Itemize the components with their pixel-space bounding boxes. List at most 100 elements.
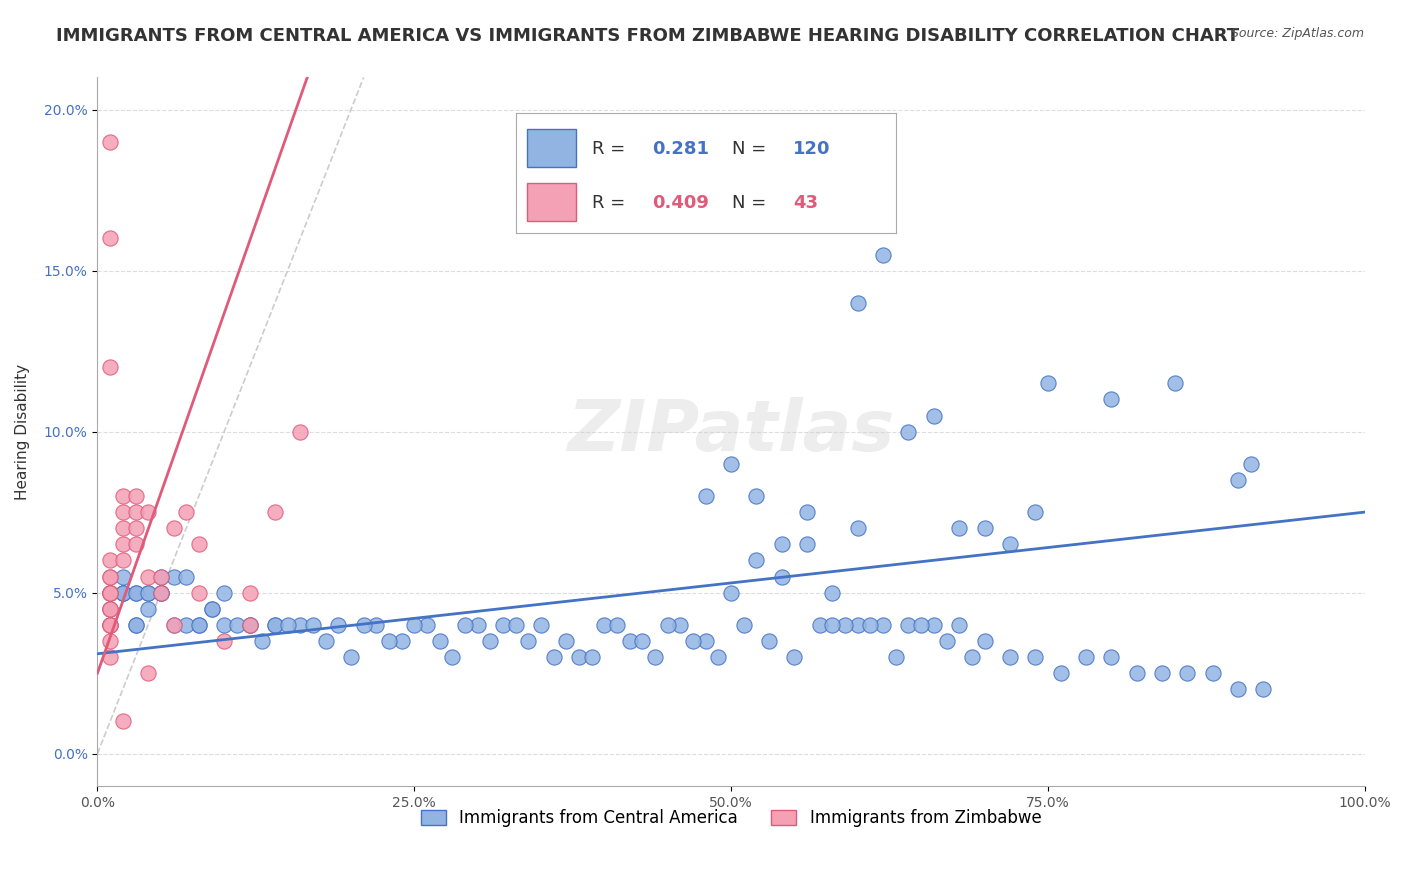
Point: [111, 489, 134, 503]
Point: [98, 135, 121, 149]
Point: [998, 650, 1021, 665]
Point: [695, 489, 717, 503]
Point: [960, 650, 983, 665]
Point: [200, 601, 222, 615]
Point: [821, 617, 844, 632]
Point: [238, 617, 260, 632]
Point: [162, 617, 184, 632]
Point: [124, 537, 146, 551]
Point: [124, 521, 146, 535]
Point: [479, 633, 502, 648]
Point: [111, 537, 134, 551]
Point: [162, 617, 184, 632]
Point: [98, 617, 121, 632]
Point: [1074, 650, 1097, 665]
Point: [124, 617, 146, 632]
Point: [897, 425, 920, 439]
Point: [136, 585, 159, 599]
Point: [1175, 666, 1198, 681]
Point: [174, 505, 197, 519]
Point: [328, 617, 350, 632]
Point: [770, 569, 793, 583]
Point: [543, 650, 565, 665]
Point: [149, 569, 172, 583]
Point: [568, 650, 591, 665]
Point: [1253, 682, 1275, 697]
Point: [1036, 376, 1059, 391]
Point: [733, 617, 755, 632]
Point: [149, 585, 172, 599]
Point: [98, 231, 121, 245]
Point: [98, 601, 121, 615]
Point: [111, 585, 134, 599]
Point: [353, 617, 375, 632]
Point: [796, 537, 818, 551]
Point: [745, 489, 768, 503]
Point: [517, 633, 540, 648]
Point: [98, 553, 121, 567]
Point: [973, 633, 995, 648]
Point: [783, 650, 806, 665]
Point: [252, 633, 274, 648]
Point: [1201, 666, 1223, 681]
Point: [657, 617, 679, 632]
Point: [846, 521, 869, 535]
Point: [631, 633, 654, 648]
Point: [1125, 666, 1147, 681]
Point: [98, 360, 121, 375]
Point: [162, 521, 184, 535]
Point: [200, 601, 222, 615]
Point: [98, 617, 121, 632]
Point: [264, 617, 287, 632]
Point: [872, 247, 894, 261]
Point: [111, 505, 134, 519]
Text: IMMIGRANTS FROM CENTRAL AMERICA VS IMMIGRANTS FROM ZIMBABWE HEARING DISABILITY C: IMMIGRANTS FROM CENTRAL AMERICA VS IMMIG…: [56, 27, 1239, 45]
Point: [162, 569, 184, 583]
Point: [441, 650, 464, 665]
Point: [846, 617, 869, 632]
Point: [98, 585, 121, 599]
Point: [910, 617, 932, 632]
Point: [1226, 473, 1249, 487]
Point: [834, 617, 856, 632]
Point: [695, 633, 717, 648]
Point: [277, 617, 299, 632]
Point: [1049, 666, 1071, 681]
Point: [555, 633, 578, 648]
Point: [187, 537, 209, 551]
Point: [136, 666, 159, 681]
Point: [238, 617, 260, 632]
Point: [187, 617, 209, 632]
Point: [1150, 666, 1173, 681]
Point: [366, 617, 388, 632]
Y-axis label: Hearing Disability: Hearing Disability: [15, 364, 30, 500]
Point: [492, 617, 515, 632]
Point: [98, 585, 121, 599]
Point: [859, 617, 882, 632]
Point: [111, 521, 134, 535]
Point: [238, 585, 260, 599]
Point: [212, 585, 235, 599]
Point: [238, 617, 260, 632]
Point: [98, 585, 121, 599]
Point: [149, 585, 172, 599]
Point: [707, 650, 730, 665]
Point: [174, 617, 197, 632]
Point: [124, 617, 146, 632]
Point: [606, 617, 628, 632]
Point: [212, 617, 235, 632]
Point: [111, 714, 134, 729]
Point: [530, 617, 553, 632]
Point: [872, 617, 894, 632]
Point: [98, 617, 121, 632]
Point: [884, 650, 907, 665]
Point: [935, 633, 957, 648]
Point: [821, 585, 844, 599]
Legend: Immigrants from Central America, Immigrants from Zimbabwe: Immigrants from Central America, Immigra…: [415, 803, 1047, 834]
Point: [1163, 376, 1185, 391]
Point: [391, 633, 413, 648]
Point: [124, 585, 146, 599]
Point: [149, 585, 172, 599]
Point: [98, 633, 121, 648]
Point: [264, 505, 287, 519]
